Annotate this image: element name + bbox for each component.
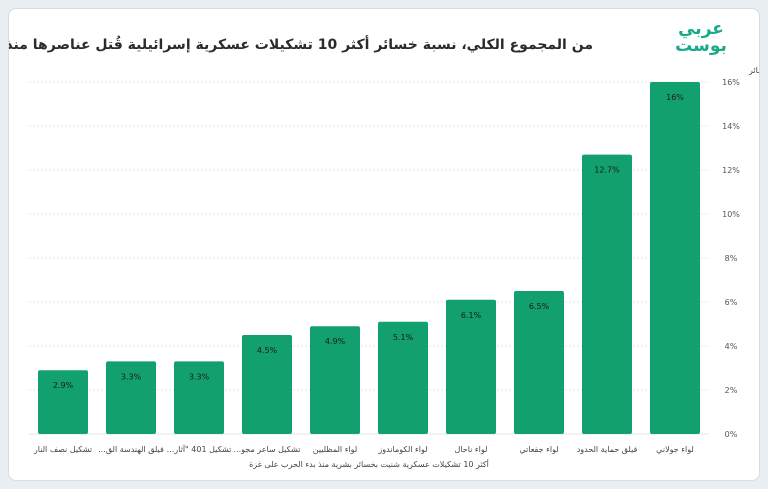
brand-logo[interactable]: عربي بوست [669, 21, 733, 59]
y-tick-label: 12% [722, 166, 740, 175]
bar [38, 370, 88, 434]
y-tick-label: 2% [725, 386, 738, 395]
data-label: 5.1% [393, 333, 414, 342]
chart-card: من المجموع الكلي، نسبة خسائر أكثر 10 تشك… [8, 8, 760, 481]
bar [650, 82, 700, 434]
y-tick-label: 4% [725, 342, 738, 351]
data-label: 4.9% [325, 337, 346, 346]
bar [242, 335, 292, 434]
bar [174, 361, 224, 434]
x-tick-label: لواء الكوماندوز [377, 445, 427, 454]
bar [582, 154, 632, 434]
x-tick-label: تشكيل 401 "آثار... [167, 444, 232, 454]
data-label: 2.9% [53, 381, 74, 390]
data-label: 4.5% [257, 346, 278, 355]
chart-title: من المجموع الكلي، نسبة خسائر أكثر 10 تشك… [9, 37, 593, 53]
bar [514, 291, 564, 434]
y-tick-label: 14% [722, 122, 740, 131]
x-tick-label: تشكيل ساعر مجو... [234, 445, 301, 454]
y-tick-label: 10% [722, 210, 740, 219]
bar [310, 326, 360, 434]
x-tick-label: لواء جولاني [656, 445, 694, 454]
y-tick-label: 0% [725, 430, 738, 439]
x-tick-label: لواء ناحال [455, 445, 488, 454]
y-tick-label: 6% [725, 298, 738, 307]
bar-chart: 0% 2% 4% 6% 8% 10% 12% 14% 16% نسبة الخسائر 2.9% تش… [29, 66, 760, 469]
x-tick-label: لواء جفعاتي [519, 445, 558, 454]
x-axis-label: أكثر 10 تشكيلات عسكرية شنيت بخسائر بشرية… [249, 459, 489, 469]
data-label: 6.5% [529, 302, 550, 311]
x-tick-label: تشكيل نصف النار [33, 445, 92, 454]
logo-text-line2: بوست [675, 36, 727, 56]
logo-text-line1: عربي [678, 19, 724, 39]
data-label: 6.1% [461, 311, 482, 320]
x-tick-label: لواء المظليين [313, 445, 358, 454]
y-tick-label: 16% [722, 78, 740, 87]
y-tick-label: 8% [725, 254, 738, 263]
y-axis-label: نسبة الخسائر [748, 66, 760, 75]
x-tick-label: فيلق الهندسة الق... [98, 445, 164, 454]
x-tick-label: فيلق حماية الحدود [577, 445, 638, 454]
bar [106, 361, 156, 434]
data-label: 3.3% [189, 372, 210, 381]
data-label: 3.3% [121, 372, 142, 381]
data-label: 16% [666, 93, 684, 102]
bar [446, 299, 496, 434]
data-label: 12.7% [594, 166, 620, 175]
bar [378, 321, 428, 434]
